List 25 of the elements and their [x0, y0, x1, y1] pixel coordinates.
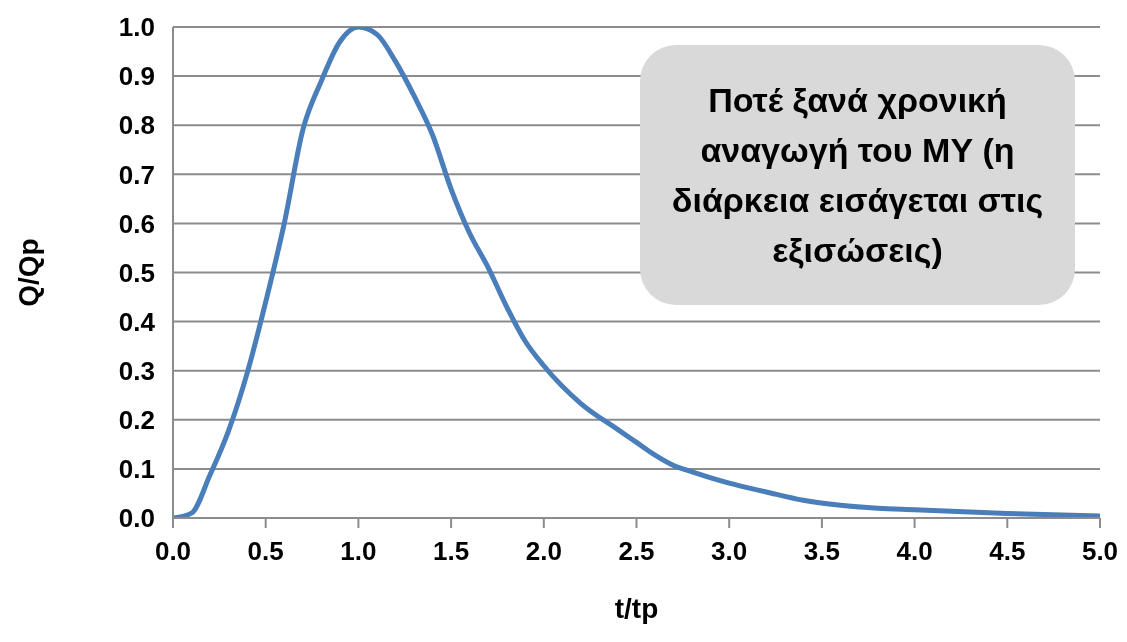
- x-tick-label: 0.0: [154, 536, 192, 567]
- x-tick-label: 3.0: [711, 536, 748, 567]
- y-tick-label: 0.7: [118, 159, 155, 190]
- x-axis-title: t/tp: [614, 593, 659, 624]
- x-tick-label: 2.0: [525, 536, 562, 567]
- y-tick-label: 0.3: [118, 355, 155, 386]
- y-tick-label: 1.0: [118, 12, 155, 43]
- x-tick-label: 4.0: [896, 536, 933, 567]
- y-axis-title: Q/Qp: [12, 238, 44, 307]
- x-tick-label: 5.0: [1081, 536, 1119, 567]
- y-tick-label: 0.4: [118, 306, 156, 337]
- y-tick-label: 0.8: [118, 110, 155, 141]
- x-tick-label: 4.5: [989, 536, 1026, 567]
- y-tick-label: 0.6: [118, 208, 155, 239]
- y-tick-label: 0.5: [118, 257, 155, 288]
- x-tick-label: 3.5: [803, 536, 840, 567]
- x-tick-label: 1.5: [433, 536, 470, 567]
- x-tick-label: 0.5: [247, 536, 284, 567]
- x-tick-label: 2.5: [618, 536, 655, 567]
- y-tick-label: 0.9: [118, 61, 155, 92]
- y-tick-label: 0.2: [118, 405, 155, 436]
- y-tick-label: 0.0: [118, 503, 155, 534]
- y-tick-label: 0.1: [118, 454, 155, 485]
- annotation: Ποτέ ξανά χρονική αναγωγή του ΜΥ (η διάρκεια εισάγεται στις εξισώσεις): [670, 80, 1045, 271]
- x-tick-label: 1.0: [340, 536, 377, 567]
